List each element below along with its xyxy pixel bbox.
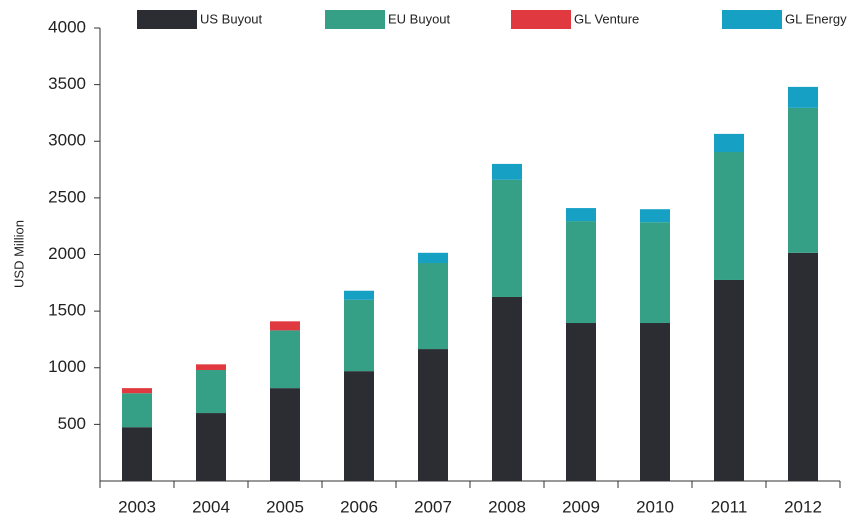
- x-tick-label: 2008: [488, 497, 526, 516]
- legend-swatch: [137, 10, 197, 29]
- legend-label: US Buyout: [200, 11, 263, 26]
- bar-segment: [270, 321, 300, 331]
- bar-segment: [566, 323, 596, 481]
- bar-segment: [270, 388, 300, 481]
- bar-segment: [788, 252, 818, 481]
- legend-swatch: [722, 10, 782, 29]
- bar-segment: [344, 299, 374, 372]
- legend-swatch: [511, 10, 571, 29]
- bar-segment: [418, 262, 448, 350]
- x-tick-label: 2011: [711, 497, 748, 516]
- x-tick-label: 2004: [192, 497, 230, 516]
- bar-segment: [714, 152, 744, 280]
- bar-segment: [196, 413, 226, 481]
- x-tick-label: 2005: [266, 497, 304, 516]
- legend-label: GL Energy: [785, 11, 847, 26]
- legend-label: GL Venture: [574, 11, 639, 26]
- bar-segment: [344, 290, 374, 300]
- bar-segment: [640, 323, 670, 481]
- bar-segment: [714, 279, 744, 481]
- bar-segment: [492, 179, 522, 297]
- x-tick-label: 2010: [636, 497, 674, 516]
- legend-label: EU Buyout: [388, 11, 451, 26]
- bar-segment: [714, 133, 744, 153]
- bar-segment: [270, 330, 300, 389]
- bar-segment: [788, 107, 818, 253]
- x-tick-label: 2003: [118, 497, 156, 516]
- bar-segment: [196, 370, 226, 414]
- bar-segment: [122, 388, 152, 394]
- x-tick-label: 2007: [414, 497, 452, 516]
- bar-segment: [122, 393, 152, 428]
- legend-swatch: [325, 10, 385, 29]
- bar-segment: [788, 86, 818, 108]
- bar-segment: [566, 221, 596, 324]
- y-tick-label: 3500: [48, 74, 86, 93]
- y-tick-label: 2500: [48, 187, 86, 206]
- y-tick-label: 3000: [48, 131, 86, 150]
- y-tick-label: 4000: [48, 17, 86, 36]
- y-tick-label: 500: [58, 414, 86, 433]
- y-tick-label: 2000: [48, 244, 86, 263]
- bar-segment: [492, 296, 522, 481]
- bar-segment: [418, 252, 448, 263]
- x-tick-label: 2012: [784, 497, 822, 516]
- bar-segment: [196, 364, 226, 371]
- bar-segment: [344, 371, 374, 481]
- bar-segment: [492, 163, 522, 180]
- bar-segment: [640, 209, 670, 223]
- y-tick-label: 1000: [48, 357, 86, 376]
- y-axis-label: USD Million: [11, 220, 26, 288]
- x-tick-label: 2009: [562, 497, 600, 516]
- bar-segment: [640, 222, 670, 324]
- bar-segment: [566, 208, 596, 222]
- bar-segment: [418, 349, 448, 481]
- bar-segment: [122, 427, 152, 481]
- x-tick-label: 2006: [340, 497, 378, 516]
- y-tick-label: 1500: [48, 301, 86, 320]
